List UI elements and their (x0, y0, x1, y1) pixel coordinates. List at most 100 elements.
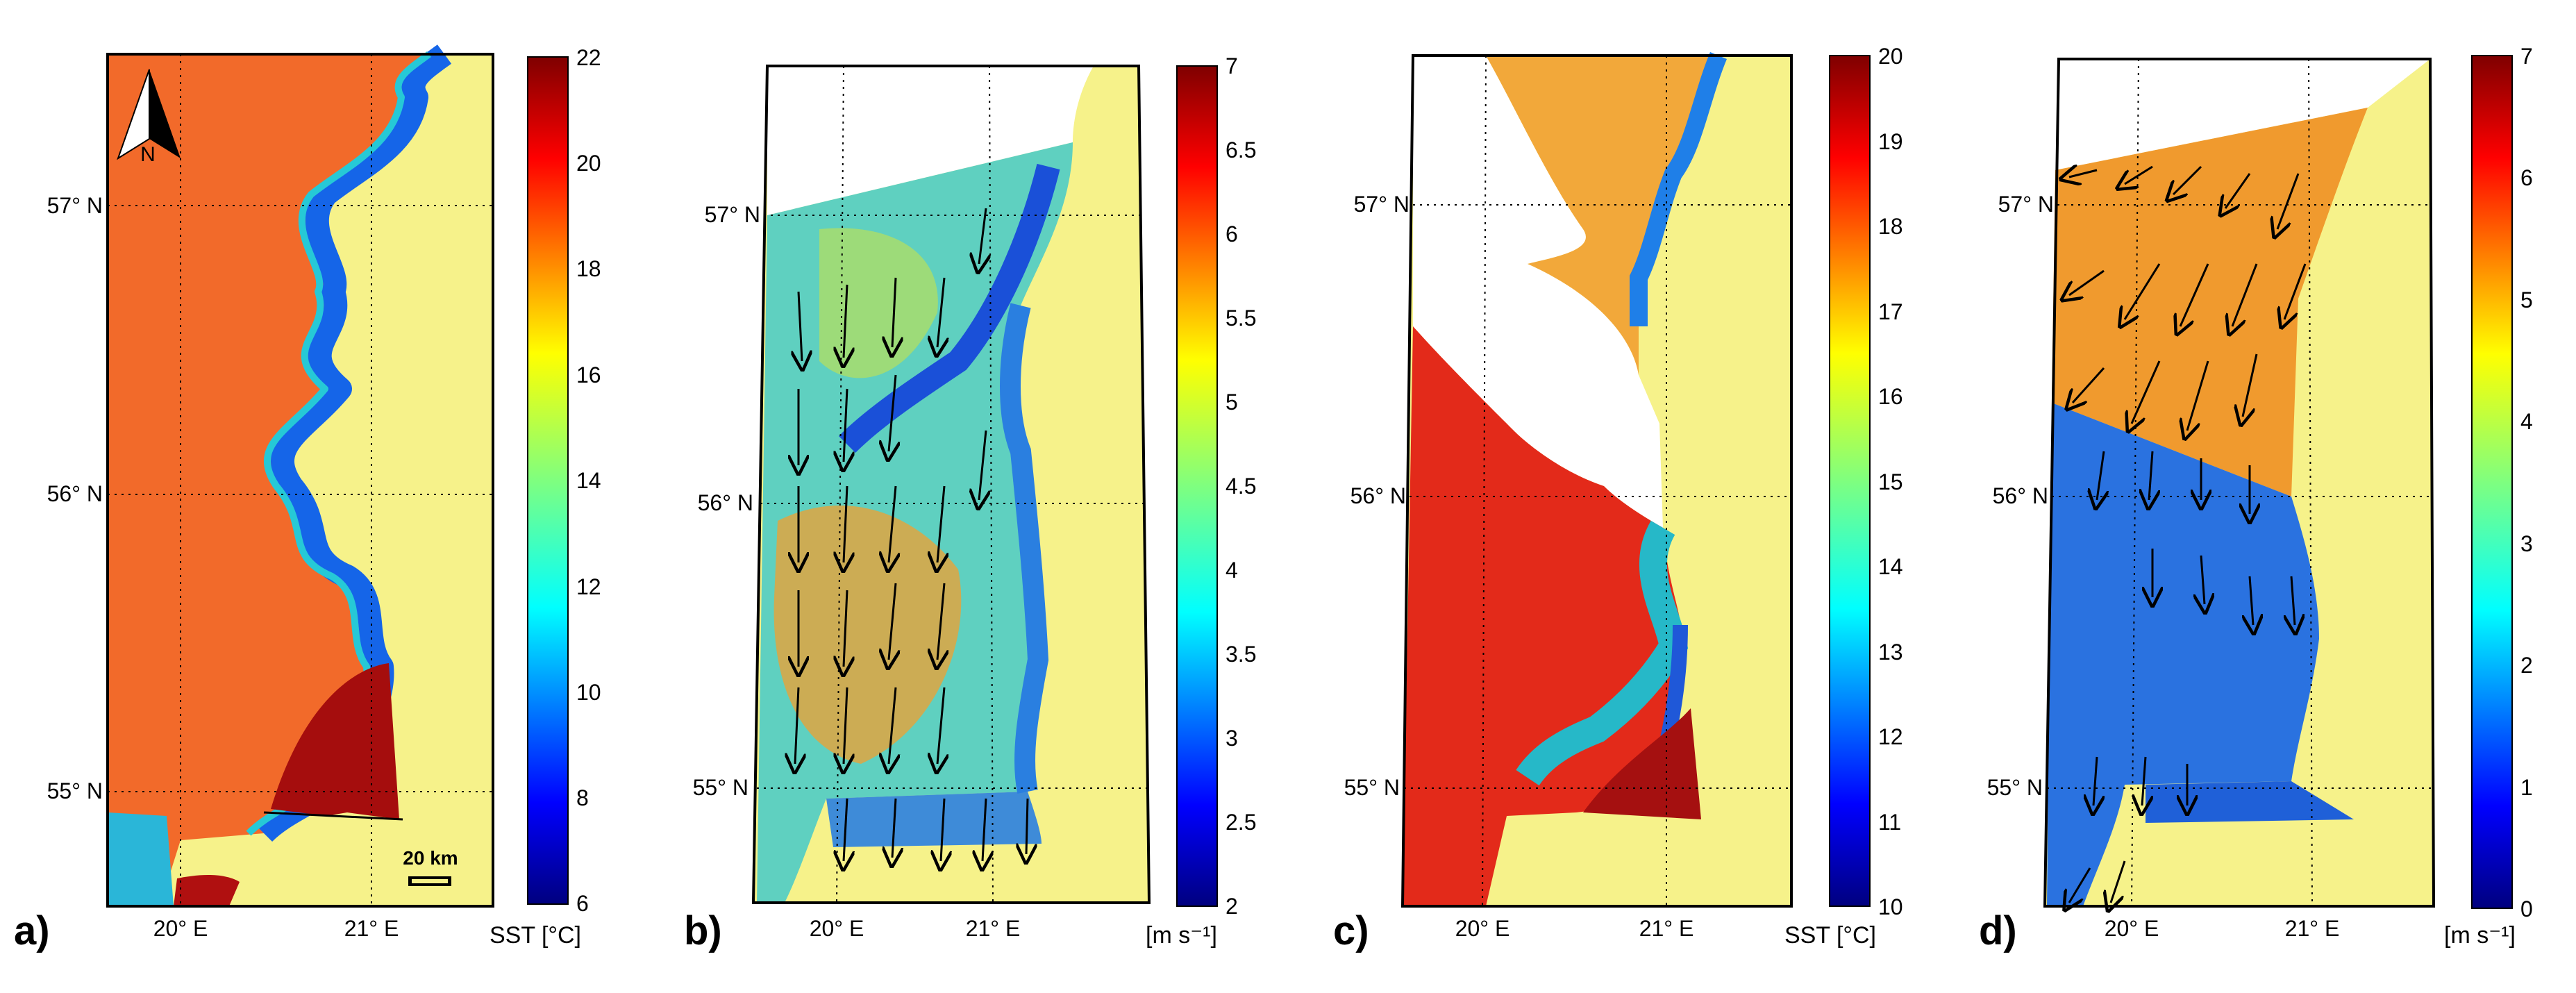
colorbar-tick: 5 (1226, 390, 1238, 415)
map-d-grid (2047, 58, 2433, 907)
colorbar-a: 22 20 18 16 14 12 10 8 6 SST [°C] (490, 45, 601, 949)
colorbar-tick: 2 (1226, 894, 1238, 919)
map-a-coast (263, 811, 403, 821)
colorbar-b: 7 6.5 6 5.5 5 4.5 4 3.5 3 2.5 2 [m s⁻¹] (1146, 53, 1256, 949)
map-a-frame (106, 53, 494, 908)
colorbar-title: SST [°C] (1784, 922, 1876, 949)
map-d-sea-strong (2052, 108, 2368, 496)
map-b-coast-band (1000, 303, 1049, 794)
colorbar-ticks: 22 20 18 16 14 12 10 8 6 (576, 45, 601, 916)
colorbar-tick: 3 (1226, 726, 1238, 751)
map-a-grid (108, 54, 493, 906)
colorbar-tick: 5 (2520, 287, 2533, 312)
lat-label-56: 56° N (698, 490, 753, 515)
colorbar-tick: 0 (2520, 896, 2533, 921)
panel-label: a) (14, 908, 50, 953)
colorbar-tick: 14 (576, 468, 601, 493)
colorbar-tick: 20 (576, 151, 601, 176)
map-c-north-sea (1486, 56, 1718, 375)
colorbar-tick: 11 (1878, 810, 1901, 835)
north-arrow-label: N (140, 143, 156, 166)
panel-d: 57° N 56° N 55° N 20° E 21° E d) 7 6 5 4… (1979, 44, 2533, 953)
colorbar-tick: 6.5 (1226, 137, 1256, 162)
map-b-frame (751, 65, 1151, 904)
colorbar-gradient (2471, 55, 2513, 909)
colorbar-tick: 13 (1878, 640, 1903, 665)
lat-label-55: 55° N (1344, 775, 1400, 800)
map-c-lagoon (1583, 708, 1701, 819)
panel-label: b) (684, 908, 722, 953)
panel-label: c) (1333, 908, 1369, 953)
lat-label-57: 57° N (705, 202, 760, 227)
colorbar-d: 7 6 5 4 3 2 1 0 [m s⁻¹] (2444, 44, 2533, 949)
map-c-north-front (1630, 52, 1728, 326)
lat-label-57: 57° N (47, 193, 103, 218)
map-d-lagoon (2146, 781, 2354, 823)
lat-label-55: 55° N (47, 778, 103, 803)
colorbar-tick: 3 (2520, 531, 2533, 556)
colorbar-tick: 10 (1878, 894, 1903, 919)
colorbar-gradient (1176, 65, 1218, 907)
map-d-nodata (2055, 59, 2430, 170)
colorbar-ticks: 7 6.5 6 5.5 5 4.5 4 3.5 3 2.5 2 (1226, 53, 1256, 919)
lon-label-20: 20° E (153, 916, 208, 941)
map-a-southwest (108, 812, 174, 906)
panel-a: N 20 km 57° N 56° N 55° N 20° E 21° E a)… (14, 44, 601, 953)
map-b-nodata (767, 66, 1094, 215)
colorbar-tick: 6 (576, 891, 589, 916)
colorbar-tick: 6 (2520, 165, 2533, 190)
colorbar-tick: 4.5 (1226, 474, 1256, 499)
map-c-nodata (1413, 56, 1663, 528)
map-c-grid (1404, 55, 1791, 907)
lon-label-21: 21° E (966, 916, 1021, 941)
colorbar-tick: 14 (1878, 554, 1903, 579)
lat-label-56: 56° N (1350, 483, 1406, 508)
colorbar-tick: 7 (2520, 44, 2533, 69)
colorbar-tick: 5.5 (1226, 306, 1256, 331)
colorbar-tick: 18 (1878, 214, 1903, 239)
colorbar-tick: 10 (576, 680, 601, 705)
map-c-front (1516, 520, 1689, 786)
colorbar-ticks: 7 6 5 4 3 2 1 0 (2520, 44, 2533, 921)
scale-bar-label: 20 km (403, 847, 458, 869)
panel-label: d) (1979, 908, 2017, 953)
colorbar-tick: 20 (1878, 44, 1903, 69)
map-d-wind-arrows (2069, 167, 2307, 903)
colorbar-title: [m s⁻¹] (1146, 922, 1217, 949)
colorbar-tick: 7 (1226, 53, 1238, 78)
map-c-frame (1400, 54, 1793, 908)
colorbar-tick: 19 (1878, 129, 1903, 154)
lon-label-21: 21° E (2285, 916, 2340, 941)
map-b-lagoon (826, 792, 1042, 847)
colorbar-tick: 3.5 (1226, 642, 1256, 667)
colorbar-tick: 16 (1878, 384, 1903, 409)
colorbar-tick: 15 (1878, 469, 1903, 494)
map-d-frame (2043, 58, 2436, 908)
lon-label-21: 21° E (1639, 916, 1694, 941)
panel-b: 57° N 56° N 55° N 20° E 21° E b) 7 6.5 6… (684, 53, 1256, 953)
lat-label-56: 56° N (47, 481, 103, 506)
colorbar-title: [m s⁻¹] (2444, 922, 2516, 949)
lat-label-57: 57° N (1354, 192, 1410, 217)
map-b-grid (757, 65, 1148, 903)
colorbar-tick: 6 (1226, 222, 1238, 247)
map-b-sea-mid (819, 228, 938, 378)
lon-label-20: 20° E (810, 916, 864, 941)
colorbar-tick: 22 (576, 45, 601, 70)
lon-label-20: 20° E (1455, 916, 1510, 941)
colorbar-title: SST [°C] (490, 922, 581, 949)
map-a-lagoon (271, 663, 399, 819)
colorbar-tick: 8 (576, 785, 589, 810)
lat-label-56: 56° N (1993, 483, 2048, 508)
colorbar-gradient (527, 56, 569, 905)
lat-label-57: 57° N (1998, 192, 2054, 217)
map-b-wind-arrows (795, 208, 1028, 861)
scale-bar: 20 km (403, 847, 458, 886)
panel-c: 57° N 56° N 55° N 20° E 21° E c) 20 19 1… (1333, 44, 1903, 953)
north-arrow: N (117, 69, 181, 166)
colorbar-gradient (1829, 55, 1871, 907)
colorbar-ticks: 20 19 18 17 16 15 14 13 12 11 10 (1878, 44, 1903, 919)
colorbar-tick: 12 (1878, 724, 1903, 749)
lon-label-20: 20° E (2105, 916, 2159, 941)
